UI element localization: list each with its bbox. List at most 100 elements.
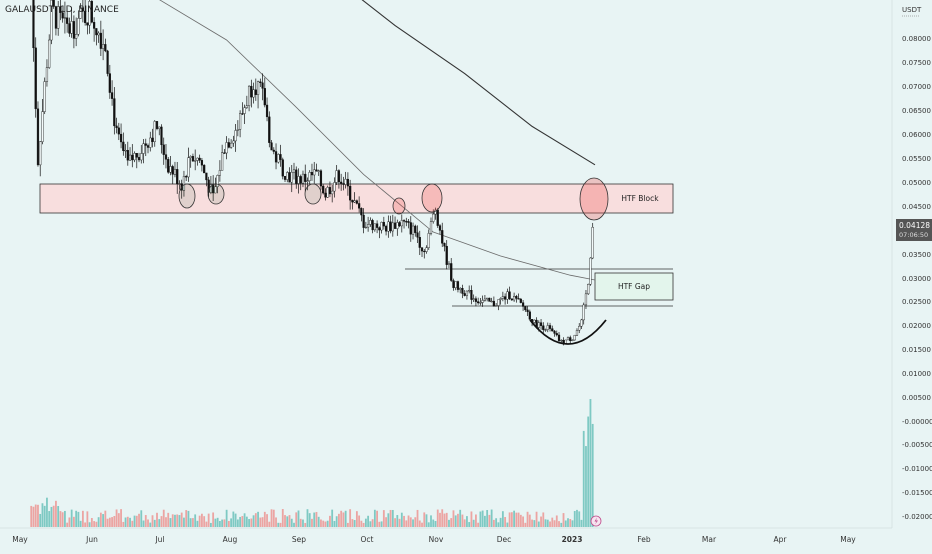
volume-bar [573, 511, 576, 527]
volume-bar [519, 514, 522, 527]
candle-body [93, 22, 96, 29]
volume-bar [73, 516, 75, 527]
volume-bar [149, 522, 152, 527]
candle-body [238, 113, 242, 130]
candle-body [144, 143, 147, 146]
volume-bar [416, 509, 419, 527]
volume-bar [138, 513, 140, 527]
candle-body [221, 152, 224, 171]
candle-body [313, 169, 316, 176]
volume-bar [430, 515, 432, 527]
price-tick: 0.00500 [902, 394, 931, 402]
volume-bar [66, 522, 69, 527]
volume-bar [537, 521, 540, 527]
candle-body [423, 250, 426, 253]
volume-bar [70, 509, 73, 527]
candle-body [367, 224, 370, 228]
volume-bar [488, 514, 491, 527]
candle-body [416, 232, 419, 238]
candle-body [122, 141, 125, 151]
candle-body [119, 133, 123, 143]
date-tick: Aug [223, 535, 238, 544]
volume-bar [41, 503, 44, 527]
volume-bar [445, 512, 448, 527]
candle-body [337, 170, 341, 183]
volume-bar [394, 518, 396, 527]
volume-bar [522, 516, 524, 527]
candle-body [68, 23, 71, 34]
candle-body [187, 157, 190, 178]
moving-average-line [361, 0, 596, 166]
candle-body [101, 44, 105, 49]
volume-bar [158, 519, 161, 527]
candle-body [582, 304, 585, 321]
volume-bar [259, 517, 262, 527]
volume-bar [315, 511, 318, 527]
volume-bar [403, 515, 405, 527]
date-ticks: May Jun Jul Aug Sep Oct Nov Dec 2023 Feb… [12, 535, 856, 544]
date-tick: Sep [292, 535, 306, 544]
candle-body [521, 302, 525, 307]
price-tick: -0.01500 [902, 489, 932, 497]
candle-body [322, 185, 325, 194]
candle-body [387, 221, 390, 232]
volume-bar [295, 512, 298, 527]
candle-body [557, 334, 561, 341]
volume-bar [257, 511, 259, 527]
candle-body [382, 221, 385, 227]
volume-bar [279, 522, 282, 527]
event-marker[interactable] [590, 515, 602, 527]
candle-body [63, 17, 67, 19]
volume-bar [425, 514, 428, 527]
htf-block-zone[interactable] [39, 183, 674, 214]
volume-bar [93, 521, 96, 527]
volume-bar [313, 512, 316, 527]
date-tick: Mar [702, 535, 717, 544]
candle-body [317, 170, 320, 172]
volume-bar [329, 515, 331, 527]
volume-bar [535, 511, 538, 527]
volume-bar [104, 510, 107, 527]
volume-bar [441, 509, 444, 527]
candle-body [542, 325, 545, 330]
candle-body [524, 306, 527, 311]
candle-body [515, 296, 518, 299]
volume-bar [436, 509, 439, 527]
volume-bar [37, 504, 39, 527]
candle-body [355, 200, 358, 204]
candle-body [304, 173, 307, 182]
volume-bar [472, 519, 475, 527]
volume-bar [492, 519, 495, 527]
date-tick: Dec [497, 535, 512, 544]
volume-bar [75, 510, 78, 527]
candle-body [70, 21, 73, 34]
volume-bar [299, 518, 302, 527]
candle-body [443, 243, 446, 247]
candle-body [90, 1, 93, 23]
volume-bar [495, 518, 498, 527]
volume-bar [427, 522, 430, 527]
volume-bar [335, 516, 338, 527]
price-badge-countdown: 07:06:50 [899, 231, 928, 239]
candle-body [548, 325, 552, 329]
htf-gap-zone[interactable] [594, 272, 674, 301]
volume-bar [351, 519, 354, 527]
volume-bar [459, 509, 462, 527]
candle-body [438, 225, 442, 231]
candle-body [236, 129, 239, 131]
candle-body [99, 32, 102, 49]
price-tick: 0.07000 [902, 83, 931, 91]
volume-bar [479, 511, 482, 527]
volume-bar [64, 510, 66, 527]
date-tick: Jul [154, 535, 164, 544]
volume-bar [48, 511, 51, 527]
price-tick: 0.03000 [902, 275, 931, 283]
rejection-circle [392, 197, 406, 215]
candle-body [189, 156, 192, 158]
candle-body [250, 85, 253, 98]
volume-bar [167, 512, 170, 527]
candle-body [160, 126, 163, 146]
volume-bar [477, 522, 480, 527]
date-tick: Feb [637, 535, 651, 544]
